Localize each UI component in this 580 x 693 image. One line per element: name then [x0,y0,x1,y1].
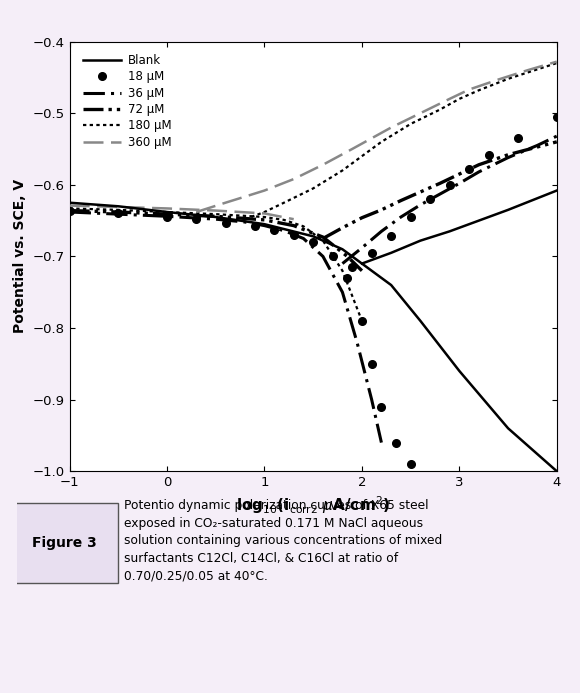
Text: Potentio dynamic polarization curves of X65 steel
exposed in CO₂-saturated 0.171: Potentio dynamic polarization curves of … [124,499,442,582]
Legend: Blank, 18 μM, 36 μM, 72 μM, 180 μM, 360 μM: Blank, 18 μM, 36 μM, 72 μM, 180 μM, 360 … [81,52,173,151]
X-axis label: log$_{10}$(i$_{\mathrm{corr2}}$ $\mu$A/cm$^2$): log$_{10}$(i$_{\mathrm{corr2}}$ $\mu$A/c… [236,495,390,516]
Text: Figure 3: Figure 3 [32,536,97,550]
Y-axis label: Potential vs. SCE, V: Potential vs. SCE, V [13,179,27,333]
FancyBboxPatch shape [12,503,118,583]
